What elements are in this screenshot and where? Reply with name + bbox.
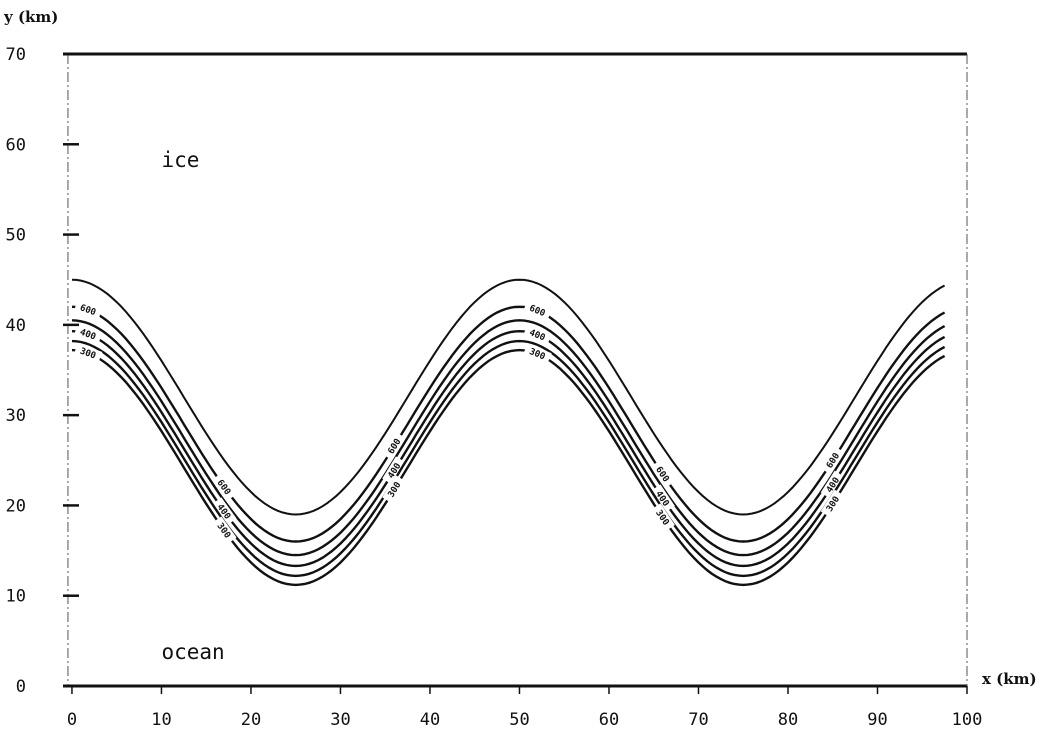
contour-label-bg bbox=[74, 342, 103, 363]
contour-label-bg bbox=[212, 473, 237, 501]
x-tick-label-70: 70 bbox=[688, 710, 708, 730]
contour-label-bg bbox=[820, 446, 844, 475]
axis-ticks: 0 10 20 30 40 50 60 70 0 10 20 30 40 50 60 70 80 90 100 bbox=[6, 45, 983, 730]
y-tick-label-70: 70 bbox=[6, 45, 26, 65]
x-tick-label-100: 100 bbox=[952, 710, 983, 730]
y-tick-label-30: 30 bbox=[6, 406, 26, 426]
contour-label-bg bbox=[382, 456, 406, 485]
x-tick-label-80: 80 bbox=[778, 710, 798, 730]
contour-label-bg bbox=[74, 299, 103, 319]
contour-label-bg bbox=[651, 460, 675, 488]
contour-line-5 bbox=[71, 339, 946, 578]
contour-line-3 bbox=[71, 319, 946, 557]
x-tick-label-40: 40 bbox=[420, 710, 440, 730]
contour-label-600: 600 bbox=[78, 303, 97, 318]
contour-label-bg bbox=[523, 343, 552, 364]
x-axis-title: x (km) bbox=[982, 670, 1037, 688]
contour-lines: 6006006006006006004004004004004004003003… bbox=[71, 278, 946, 587]
x-tick-label-30: 30 bbox=[330, 710, 350, 730]
y-tick-label-20: 20 bbox=[6, 496, 26, 516]
text-labels: y (km) x (km) ice ocean bbox=[3, 8, 1037, 688]
plot-axes bbox=[63, 52, 968, 688]
y-tick-label-60: 60 bbox=[6, 135, 26, 155]
contour-label-bg bbox=[212, 497, 237, 525]
contour-label-bg bbox=[820, 489, 844, 518]
x-tick-label-50: 50 bbox=[509, 710, 529, 730]
contour-line-1 bbox=[71, 278, 946, 516]
region-label-ocean: ocean bbox=[161, 640, 224, 664]
contour-label-bg bbox=[523, 300, 552, 321]
y-tick-label-50: 50 bbox=[6, 226, 26, 246]
y-axis-title: y (km) bbox=[3, 8, 58, 26]
contour-label-bg bbox=[212, 516, 237, 544]
x-tick-label-0: 0 bbox=[67, 710, 77, 730]
contour-label-400: 400 bbox=[78, 328, 97, 343]
contour-label-bg bbox=[382, 431, 406, 460]
contour-label-300: 300 bbox=[78, 347, 97, 362]
x-tick-label-90: 90 bbox=[867, 710, 887, 730]
contour-label-bg bbox=[523, 324, 552, 345]
y-tick-label-0: 0 bbox=[16, 677, 26, 697]
contour-label-bg bbox=[74, 324, 103, 344]
contour-label-bg bbox=[651, 503, 675, 532]
x-tick-label-10: 10 bbox=[151, 710, 171, 730]
contour-label-bg bbox=[820, 470, 844, 499]
region-label-ice: ice bbox=[161, 148, 199, 172]
y-tick-label-40: 40 bbox=[6, 316, 26, 336]
contour-label-bg bbox=[382, 475, 406, 504]
y-tick-label-10: 10 bbox=[6, 587, 26, 607]
contour-label-bg bbox=[651, 484, 675, 513]
x-tick-label-20: 20 bbox=[241, 710, 261, 730]
x-tick-label-60: 60 bbox=[599, 710, 619, 730]
